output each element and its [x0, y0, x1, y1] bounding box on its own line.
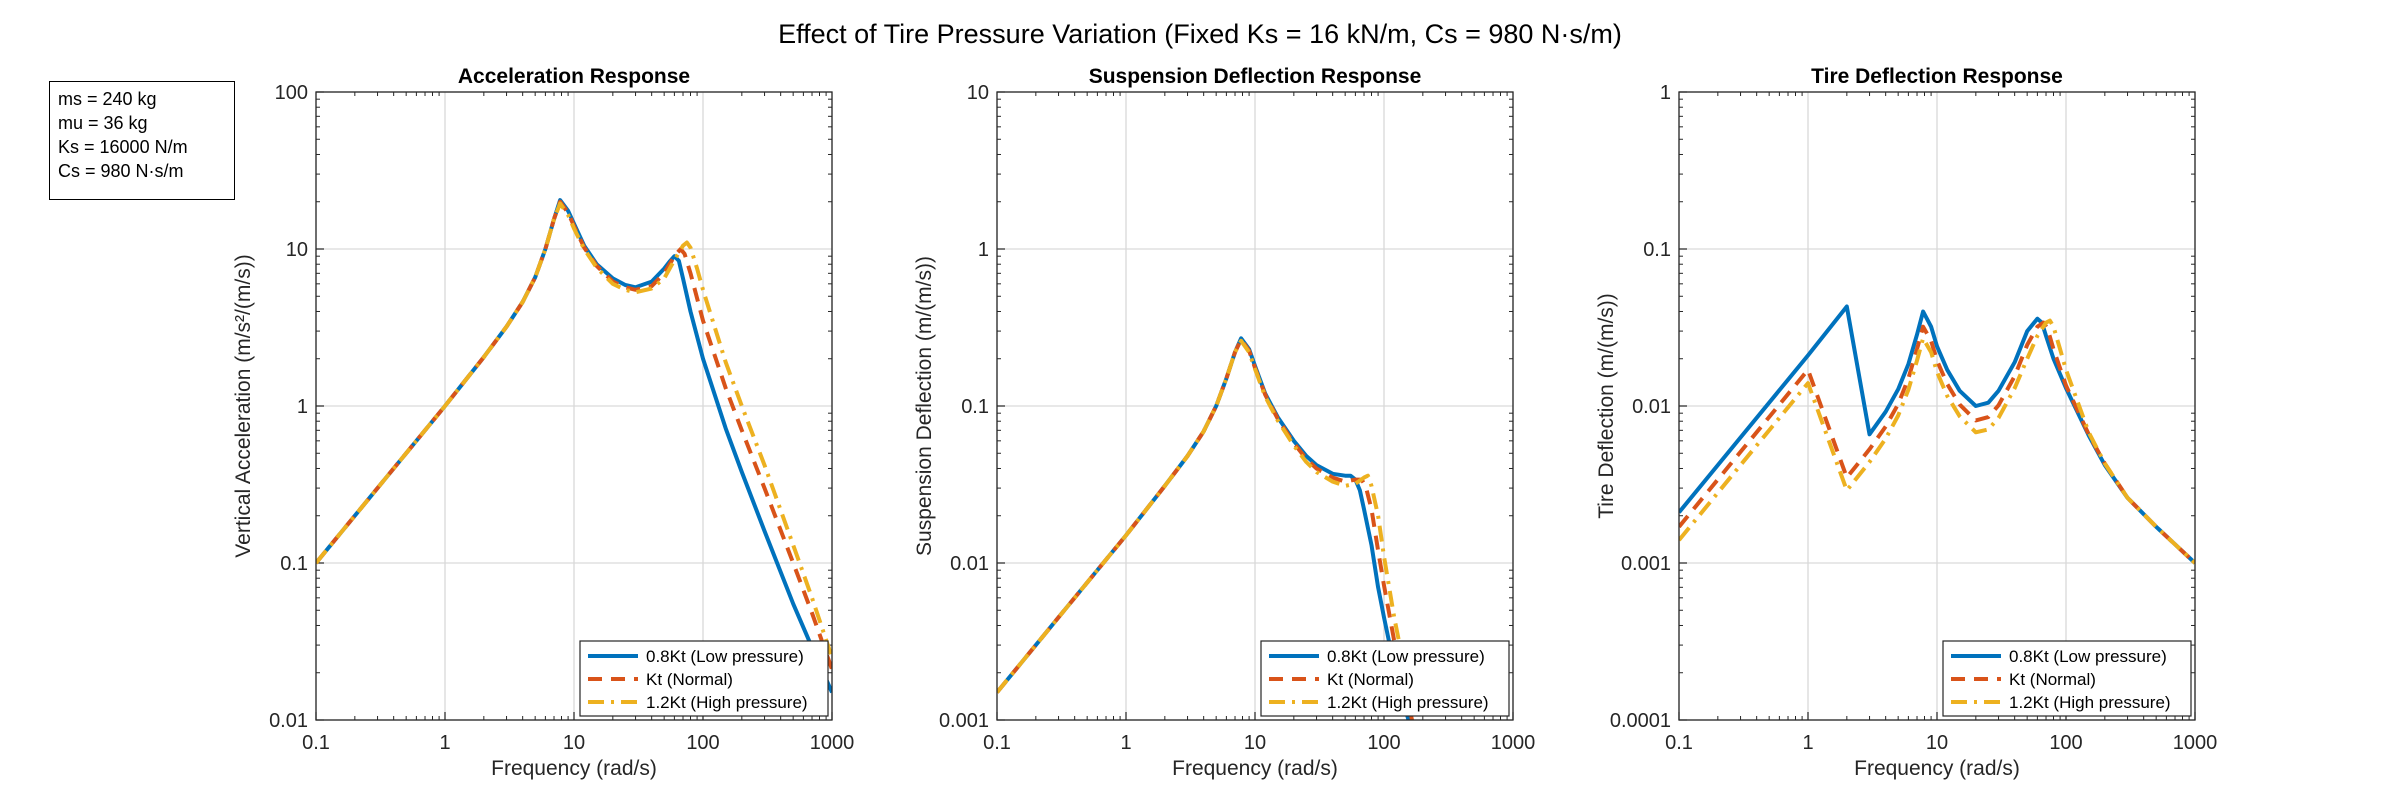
x-tick-label: 1 — [439, 732, 450, 754]
x-tick-label: 10 — [1244, 732, 1266, 754]
param-mu: mu = 36 kg — [58, 113, 148, 133]
legend: 0.8Kt (Low pressure) Kt (Normal) 1.2Kt (Hi… — [1942, 640, 2192, 717]
legend-label-2: Kt (Normal) — [646, 670, 733, 689]
y-tick-label: 10 — [967, 82, 989, 104]
y-tick-label: 1 — [297, 396, 308, 418]
chart-panel-2: 0.1 1 10 100 1000 0.001 0.01 0.1 1 10 Suspension D… — [913, 65, 1535, 780]
y-tick-label: 0.0001 — [1610, 710, 1671, 732]
series-line-2 — [1679, 320, 2195, 565]
legend-label-3: 1.2Kt (High pressure) — [1327, 693, 1489, 712]
y-tick-label: 0.001 — [1621, 553, 1671, 575]
series-line-3 — [1679, 318, 2195, 565]
x-axis-label: Frequency (rad/s) — [1172, 757, 1338, 780]
axes-frame — [996, 91, 1514, 721]
legend-label-2: Kt (Normal) — [1327, 670, 1414, 689]
x-tick-label: 1 — [1802, 732, 1813, 754]
legend-label-1: 0.8Kt (Low pressure) — [1327, 647, 1485, 666]
y-tick-label: 0.001 — [939, 710, 989, 732]
x-axis-label: Frequency (rad/s) — [491, 757, 657, 780]
y-tick-label: 1 — [978, 239, 989, 261]
x-tick-label: 10 — [1926, 732, 1948, 754]
x-tick-label: 1000 — [810, 732, 855, 754]
y-axis-label: Vertical Acceleration (m/s²/(m/s)) — [232, 254, 255, 557]
x-tick-label: 1 — [1120, 732, 1131, 754]
figure-title: Effect of Tire Pressure Variation (Fixed… — [778, 19, 1622, 49]
param-ks: Ks = 16000 N/m — [58, 137, 188, 157]
x-tick-label: 1000 — [1491, 732, 1536, 754]
parameters-box: ms = 240 kg mu = 36 kg Ks = 16000 N/m Cs… — [49, 81, 235, 200]
x-axis-label: Frequency (rad/s) — [1854, 757, 2020, 780]
x-tick-label: 1000 — [2173, 732, 2218, 754]
x-tick-label: 100 — [2049, 732, 2082, 754]
y-tick-label: 100 — [275, 82, 308, 104]
legend: 0.8Kt (Low pressure) Kt (Normal) 1.2Kt (Hi… — [1260, 640, 1510, 717]
x-tick-label: 100 — [686, 732, 719, 754]
y-tick-label: 1 — [1660, 82, 1671, 104]
series-line-3 — [316, 201, 832, 659]
axes-frame — [1678, 91, 2196, 721]
y-tick-label: 0.01 — [269, 710, 308, 732]
panel-title: Acceleration Response — [458, 65, 690, 88]
x-tick-label: 0.1 — [1665, 732, 1693, 754]
y-tick-label: 0.01 — [950, 553, 989, 575]
y-axis-label: Tire Deflection (m/(m/s)) — [1595, 293, 1618, 519]
legend-label-2: Kt (Normal) — [2009, 670, 2096, 689]
x-tick-label: 0.1 — [302, 732, 330, 754]
legend-label-3: 1.2Kt (High pressure) — [2009, 693, 2171, 712]
x-tick-label: 10 — [563, 732, 585, 754]
series-line-3 — [997, 338, 1418, 720]
y-tick-label: 0.1 — [1643, 239, 1671, 261]
y-tick-label: 10 — [286, 239, 308, 261]
y-axis-label: Suspension Deflection (m/(m/s)) — [913, 256, 936, 556]
param-cs: Cs = 980 N·s/m — [58, 161, 184, 181]
param-ms: ms = 240 kg — [58, 89, 157, 109]
panel-title: Tire Deflection Response — [1811, 65, 2063, 88]
legend-label-3: 1.2Kt (High pressure) — [646, 693, 808, 712]
panel-title: Suspension Deflection Response — [1089, 65, 1422, 88]
axes-frame — [315, 91, 833, 721]
series-line-2 — [316, 199, 832, 671]
legend-label-1: 0.8Kt (Low pressure) — [2009, 647, 2167, 666]
y-tick-label: 0.1 — [961, 396, 989, 418]
chart-panel-3: 0.1 1 10 100 1000 0.0001 0.001 0.01 0.1 1 Tire Def… — [1595, 65, 2217, 780]
x-tick-label: 0.1 — [983, 732, 1011, 754]
legend: 0.8Kt (Low pressure) Kt (Normal) 1.2Kt (Hi… — [579, 640, 829, 717]
x-tick-label: 100 — [1367, 732, 1400, 754]
y-tick-label: 0.01 — [1632, 396, 1671, 418]
legend-label-1: 0.8Kt (Low pressure) — [646, 647, 804, 666]
y-tick-label: 0.1 — [280, 553, 308, 575]
